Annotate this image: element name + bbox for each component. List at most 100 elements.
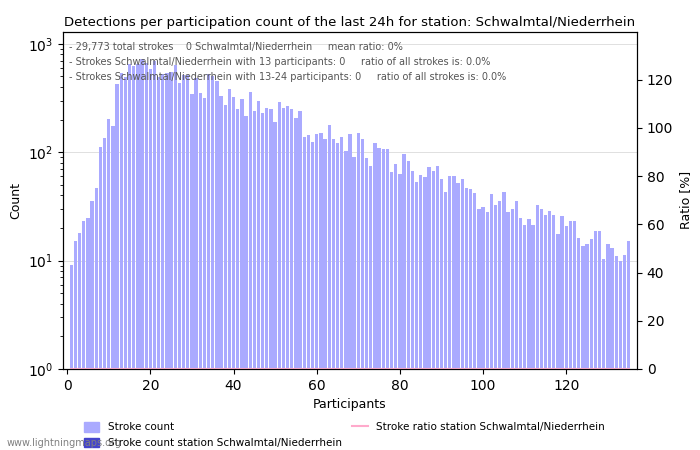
Bar (86, 218, 90, 450)
Bar (132, 66, 135, 450)
Bar (265, 108, 269, 450)
Bar (424, 176, 426, 450)
Bar (490, 194, 493, 450)
Bar (544, 216, 547, 450)
Bar (174, 65, 177, 450)
Bar (278, 102, 281, 450)
Bar (398, 174, 402, 450)
Bar (228, 89, 231, 450)
Bar (282, 108, 285, 450)
Bar (373, 144, 377, 450)
Bar (215, 81, 218, 450)
Bar (536, 205, 539, 450)
Stroke ratio station Schwalmtal/Niederrhein (196, 366, 204, 372)
Bar (461, 179, 464, 450)
Bar (336, 144, 340, 450)
Bar (141, 58, 144, 450)
Bar (382, 149, 385, 450)
Bar (70, 265, 73, 450)
Bar (332, 140, 335, 450)
Bar (435, 166, 439, 450)
Text: www.lightningmaps.org: www.lightningmaps.org (7, 438, 122, 448)
Legend: Stroke count, Stroke count station Schwalmtal/Niederrhein, Stroke ratio station : Stroke count, Stroke count station Schwa… (80, 418, 609, 450)
Bar (78, 234, 81, 450)
Bar (569, 221, 572, 450)
Text: - 29,773 total strokes    0 Schwalmtal/Niederrhein     mean ratio: 0%: - 29,773 total strokes 0 Schwalmtal/Nied… (69, 42, 402, 52)
Bar (290, 108, 293, 450)
Bar (444, 192, 447, 450)
Bar (323, 139, 327, 450)
Bar (74, 241, 77, 450)
Stroke ratio station Schwalmtal/Niederrhein (466, 366, 475, 372)
Bar (452, 176, 456, 450)
Bar (519, 217, 522, 450)
Bar (465, 188, 468, 450)
Bar (203, 98, 206, 450)
Bar (99, 147, 102, 450)
Stroke ratio station Schwalmtal/Niederrhein (550, 366, 558, 372)
Bar (207, 74, 210, 450)
Bar (448, 176, 452, 450)
Bar (219, 96, 223, 450)
Text: - Strokes Schwalmtal/Niederrhein with 13 participants: 0     ratio of all stroke: - Strokes Schwalmtal/Niederrhein with 13… (69, 57, 490, 67)
Bar (182, 75, 186, 450)
Bar (307, 135, 310, 450)
Stroke ratio station Schwalmtal/Niederrhein (363, 366, 371, 372)
Bar (615, 256, 618, 450)
Bar (261, 112, 265, 450)
Bar (240, 99, 244, 450)
Bar (148, 69, 152, 450)
Bar (190, 94, 194, 450)
Bar (365, 158, 368, 450)
Bar (482, 207, 485, 450)
Bar (440, 179, 443, 450)
Y-axis label: Ratio [%]: Ratio [%] (679, 171, 692, 230)
Bar (565, 226, 568, 450)
Bar (302, 137, 306, 450)
Bar (514, 201, 518, 450)
Bar (349, 134, 351, 450)
Bar (186, 75, 190, 450)
Bar (165, 73, 169, 450)
Bar (402, 154, 406, 450)
Bar (369, 166, 372, 450)
Bar (502, 192, 505, 450)
Bar (257, 101, 260, 450)
Bar (469, 189, 472, 450)
Bar (473, 193, 477, 450)
Bar (340, 137, 343, 450)
Bar (94, 188, 98, 450)
Bar (377, 148, 381, 450)
Bar (286, 106, 289, 450)
Bar (573, 220, 576, 450)
Bar (610, 248, 614, 450)
Bar (594, 231, 597, 450)
Bar (386, 149, 389, 450)
Bar (136, 63, 139, 450)
Bar (623, 255, 626, 450)
Bar (253, 111, 256, 450)
Bar (415, 182, 418, 450)
Bar (270, 109, 272, 450)
Bar (498, 201, 501, 450)
Bar (428, 167, 430, 450)
Bar (195, 78, 198, 450)
Bar (494, 205, 497, 450)
Bar (585, 244, 589, 450)
X-axis label: Participants: Participants (313, 398, 387, 411)
Bar (274, 122, 276, 450)
Bar (248, 92, 252, 450)
Text: - Strokes Schwalmtal/Niederrhein with 13-24 participants: 0     ratio of all str: - Strokes Schwalmtal/Niederrhein with 13… (69, 72, 506, 82)
Bar (581, 247, 584, 450)
Bar (602, 259, 606, 450)
Bar (556, 234, 559, 450)
Bar (157, 77, 160, 450)
Bar (111, 126, 115, 450)
Bar (236, 109, 239, 450)
Bar (161, 74, 164, 450)
Bar (311, 142, 314, 450)
Bar (319, 133, 323, 450)
Bar (128, 64, 131, 450)
Bar (390, 172, 393, 450)
Bar (589, 239, 593, 450)
